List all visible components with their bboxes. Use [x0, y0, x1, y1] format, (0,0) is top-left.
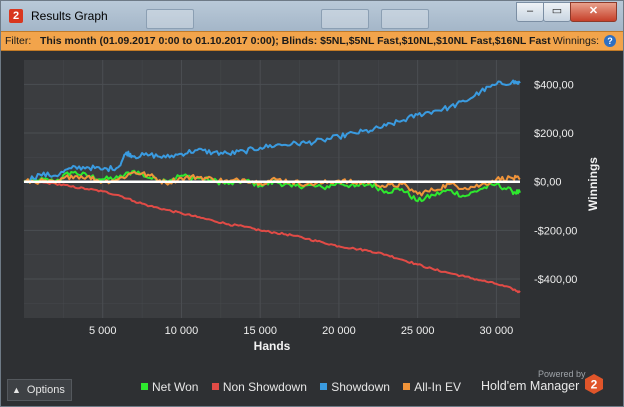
legend-label: All-In EV	[414, 380, 461, 394]
legend-label: Showdown	[331, 380, 390, 394]
filter-text: This month (01.09.2017 0:00 to 01.10.201…	[40, 35, 551, 47]
x-tick-label: 25 000	[401, 325, 435, 337]
series-line-showdown	[23, 79, 521, 184]
legend-item-net-won[interactable]: Net Won	[141, 380, 198, 394]
x-tick-label: 20 000	[322, 325, 356, 337]
background-window-ghost	[381, 9, 429, 29]
bottom-bar: ▲ Options Net Won Non Showdown Showdown A…	[1, 369, 623, 406]
x-tick-label: 5 000	[89, 325, 117, 337]
legend-label: Non Showdown	[222, 380, 307, 394]
legend-swatch	[403, 383, 411, 390]
legend-item-showdown[interactable]: Showdown	[320, 380, 390, 394]
x-tick-label: 30 000	[480, 325, 514, 337]
legend-label: Net Won	[152, 380, 199, 394]
logo-text: 2	[591, 378, 598, 392]
help-icon[interactable]: ?	[604, 35, 616, 47]
y-axis-label: Winnings	[586, 157, 600, 211]
options-label: Options	[26, 384, 65, 396]
title-bar[interactable]: 2 Results Graph – ▭ ✕	[1, 1, 623, 31]
close-icon: ✕	[588, 5, 599, 17]
chevron-up-icon: ▲	[12, 385, 21, 395]
results-chart: $400,00 $200,00 $0,00 -$200,00 -$400,00 5 00…	[23, 60, 600, 353]
winnings-label: Winnings:	[552, 35, 599, 47]
chart-legend: Net Won Non Showdown Showdown All-In EV	[141, 380, 471, 394]
legend-swatch	[211, 383, 219, 390]
maximize-icon: ▭	[551, 5, 563, 17]
window-title: Results Graph	[31, 9, 108, 23]
minimize-icon: –	[526, 5, 534, 17]
brand-name: Hold'em Manager	[481, 379, 580, 393]
filter-bar: Filter: This month (01.09.2017 0:00 to 0…	[1, 31, 623, 51]
x-tick-label: 10 000	[165, 325, 199, 337]
app-logo-icon: 2	[9, 9, 23, 23]
holdem-manager-logo-icon: 2	[585, 374, 603, 394]
filter-label: Filter:	[5, 35, 32, 47]
series-line-non-showdown	[23, 179, 521, 294]
x-axis-label: Hands	[254, 339, 291, 353]
options-button[interactable]: ▲ Options	[7, 379, 72, 401]
legend-item-all-in-ev[interactable]: All-In EV	[403, 380, 461, 394]
y-tick-label: -$200,00	[534, 225, 577, 237]
maximize-button[interactable]: ▭	[543, 2, 571, 22]
legend-swatch	[320, 383, 328, 390]
background-window-ghost	[321, 9, 369, 29]
x-tick-labels: 5 000 10 000 15 000 20 000 25 000 30 000	[89, 325, 513, 337]
y-tick-labels: $400,00 $200,00 $0,00 -$200,00 -$400,00	[534, 79, 577, 286]
background-window-ghost	[146, 9, 194, 29]
legend-swatch	[141, 383, 148, 390]
minimize-button[interactable]: –	[516, 2, 544, 22]
close-button[interactable]: ✕	[570, 2, 617, 22]
y-tick-label: $400,00	[534, 79, 574, 91]
y-tick-label: $200,00	[534, 128, 574, 140]
powered-by-label: Powered by	[538, 369, 586, 379]
y-tick-label: -$400,00	[534, 274, 577, 286]
x-tick-label: 15 000	[243, 325, 277, 337]
legend-item-non-showdown[interactable]: Non Showdown	[211, 380, 307, 394]
y-tick-label: $0,00	[534, 177, 562, 189]
